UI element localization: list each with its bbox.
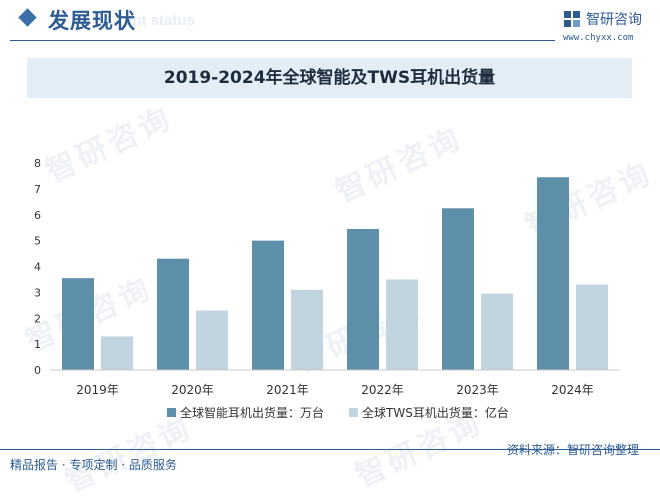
legend-label: 全球智能耳机出货量：万台 <box>180 405 324 420</box>
y-tick-label: 3 <box>34 286 41 299</box>
logo-name: 智研咨询 <box>586 12 642 28</box>
logo-mark-icon <box>564 11 580 27</box>
y-tick-label: 6 <box>34 209 41 222</box>
y-tick-label: 7 <box>34 183 41 196</box>
bar-series-2 <box>481 293 513 370</box>
legend-label: 全球TWS耳机出货量：亿台 <box>362 405 509 420</box>
header: ent status 发展现状 智研咨询 www.chyxx.com <box>0 0 660 46</box>
bar-chart: 0 1 2 3 4 5 6 7 8 2019年 2020年 2021年 2022年 2023年 2024年全… <box>34 157 620 420</box>
bar-series-2 <box>196 310 228 370</box>
header-divider <box>10 40 555 41</box>
x-tick-label: 2021年 <box>266 383 309 397</box>
bar-series-2 <box>386 279 418 370</box>
diamond-bullet-icon <box>18 8 37 27</box>
y-tick-label: 4 <box>34 261 41 274</box>
footer-tagline: 精品报告 · 专项定制 · 品质服务 <box>10 458 177 472</box>
logo-url: www.chyxx.com <box>563 33 634 43</box>
y-tick-label: 2 <box>34 312 41 325</box>
bar-series-2 <box>576 284 608 370</box>
chart-title-band: 2019-2024年全球智能及TWS耳机出货量 <box>27 58 632 98</box>
y-tick-label: 5 <box>34 235 41 248</box>
x-tick-label: 2020年 <box>171 383 214 397</box>
bar-series-1 <box>157 258 189 370</box>
section-title: 发展现状 <box>48 9 136 33</box>
y-tick-label: 1 <box>34 338 41 351</box>
footer-divider <box>0 449 660 450</box>
y-tick-label: 0 <box>34 364 41 377</box>
bar-series-1 <box>252 240 284 370</box>
bar-series-1 <box>537 177 569 370</box>
logo: 智研咨询 www.chyxx.com <box>563 8 658 48</box>
y-tick-label: 8 <box>34 157 41 170</box>
legend-swatch <box>349 408 358 417</box>
bar-series-1 <box>62 278 94 370</box>
legend-swatch <box>167 408 176 417</box>
section-subtitle: ent status <box>124 12 195 29</box>
x-tick-label: 2022年 <box>361 383 404 397</box>
chart-title: 2019-2024年全球智能及TWS耳机出货量 <box>163 68 496 88</box>
x-tick-label: 2023年 <box>456 383 499 397</box>
x-tick-label: 2019年 <box>76 383 119 397</box>
bar-series-1 <box>442 208 474 370</box>
bar-series-2 <box>101 336 133 370</box>
bar-series-1 <box>347 228 379 370</box>
x-tick-label: 2024年 <box>551 383 594 397</box>
source-note: 资料来源：智研咨询整理 <box>507 443 640 457</box>
bar-series-2 <box>291 289 323 370</box>
